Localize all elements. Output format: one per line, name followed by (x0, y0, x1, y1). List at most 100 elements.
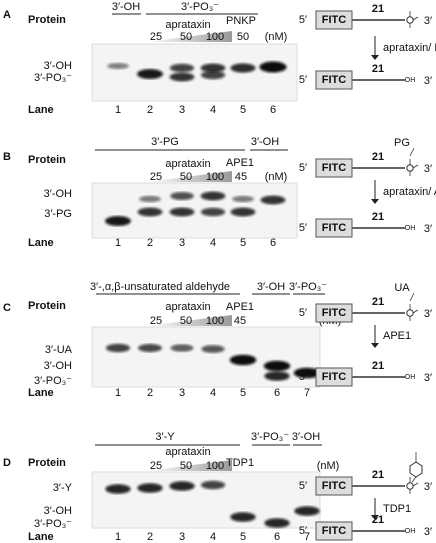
oligo-length: 21 (372, 296, 384, 308)
enzyme-label: PNKP (226, 15, 256, 27)
oligo-length: 21 (372, 3, 384, 15)
gel-band (200, 191, 226, 201)
lane-number: 5 (240, 104, 246, 116)
unit-label: (nM) (265, 171, 288, 183)
gel-band (107, 62, 129, 70)
adduct-label: UA (394, 282, 410, 294)
arrow-head (371, 515, 379, 520)
concentration: 100 (206, 171, 224, 183)
band-label: 3′-OH (44, 360, 72, 372)
arrow-label: aprataxin/ PNKP (383, 42, 436, 54)
lane-number: 6 (274, 531, 280, 543)
oligo-length: 21 (372, 360, 384, 372)
lane-number: 2 (147, 531, 153, 543)
lane-number: 1 (115, 531, 121, 543)
lane-number: 6 (274, 387, 280, 399)
substrate-label: 3′-OH (292, 431, 320, 443)
enzyme-label: aprataxin (165, 19, 210, 31)
band-label: 3′-PO₃⁻ (34, 518, 72, 530)
gel-band (169, 63, 195, 73)
unit-label: (nM) (265, 31, 288, 43)
lane-label: Lane (28, 531, 54, 543)
panel-letter: C (3, 302, 11, 314)
oligo-length: 21 (372, 63, 384, 75)
fitc-label: FITC (322, 222, 346, 234)
gel-band (263, 360, 291, 372)
gel-band (137, 69, 163, 79)
lane-number: 7 (304, 531, 310, 543)
protein-label: Protein (28, 300, 66, 312)
five-prime: 5′ (299, 307, 307, 319)
five-prime: 5′ (299, 525, 307, 537)
enzyme-label: APE1 (226, 301, 254, 313)
substrate-label: 3′-Y (155, 431, 175, 443)
phosphate-group (406, 164, 414, 172)
arrow-label: APE1 (383, 330, 411, 342)
gel-band (230, 512, 256, 522)
rule (409, 292, 415, 302)
lane-number: 4 (210, 531, 216, 543)
concentration: 50 (237, 31, 249, 43)
protein-label: Protein (28, 457, 66, 469)
five-prime: 5′ (299, 14, 307, 26)
gel-band (264, 371, 290, 381)
band-label: 3′-PO₃⁻ (34, 72, 72, 84)
five-prime: 5′ (299, 222, 307, 234)
gel-band (200, 70, 226, 80)
arrow-head (371, 199, 379, 204)
phosphate-group (406, 309, 414, 317)
concentration: 100 (206, 31, 224, 43)
three-prime: 3′ (424, 163, 432, 175)
lane-number: 6 (270, 237, 276, 249)
gel-band (230, 207, 256, 217)
band-label: 3′-PG (44, 208, 72, 220)
gel-band (170, 192, 194, 200)
substrate-label: 3′-OH (112, 1, 140, 13)
gel-band (232, 195, 254, 203)
gel-band (170, 344, 194, 352)
band-label: 3′-OH (44, 60, 72, 72)
rule (411, 476, 417, 483)
gel-image (91, 43, 298, 102)
concentration: 50 (180, 31, 192, 43)
substrate-label: 3′-PO₃⁻ (289, 281, 327, 293)
gel-band (105, 343, 131, 353)
lane-number: 4 (210, 104, 216, 116)
rule (412, 309, 419, 314)
substrate-label: 3′-PG (151, 136, 179, 148)
concentration: 45 (235, 171, 247, 183)
gel-band (169, 207, 195, 217)
band-label: 3′-Y (53, 482, 73, 494)
fitc-label: FITC (322, 371, 346, 383)
arrow-head (371, 343, 379, 348)
lane-number: 5 (240, 237, 246, 249)
arrow-head (371, 55, 379, 60)
five-prime: 5′ (299, 371, 307, 383)
rule (412, 482, 419, 487)
concentration: 50 (180, 460, 192, 472)
panel-letter: B (3, 151, 11, 163)
lane-number: 7 (304, 387, 310, 399)
three-prime: 3′ (424, 481, 432, 493)
unit-label: (nM) (317, 460, 340, 472)
gel-band (137, 483, 163, 493)
gel-band (105, 216, 131, 226)
substrate-label: 3′-,α,β-unsaturated aldehyde (90, 281, 230, 293)
lane-number: 5 (240, 531, 246, 543)
lane-number: 4 (210, 237, 216, 249)
lane-number: 2 (147, 387, 153, 399)
concentration: 50 (180, 171, 192, 183)
band-label: 3′-OH (44, 505, 72, 517)
lane-number: 1 (115, 237, 121, 249)
concentration: 25 (150, 171, 162, 183)
enzyme-label: TDP1 (226, 457, 254, 469)
enzyme-label: aprataxin (165, 446, 210, 458)
band-label: 3′-UA (45, 344, 73, 356)
five-prime: 5′ (299, 74, 307, 86)
lane-number: 6 (270, 104, 276, 116)
gel-band (293, 367, 321, 379)
phosphate-group (406, 482, 414, 490)
protein-label: Protein (28, 14, 66, 26)
lane-number: 3 (179, 387, 185, 399)
product-end: OH (405, 77, 416, 84)
